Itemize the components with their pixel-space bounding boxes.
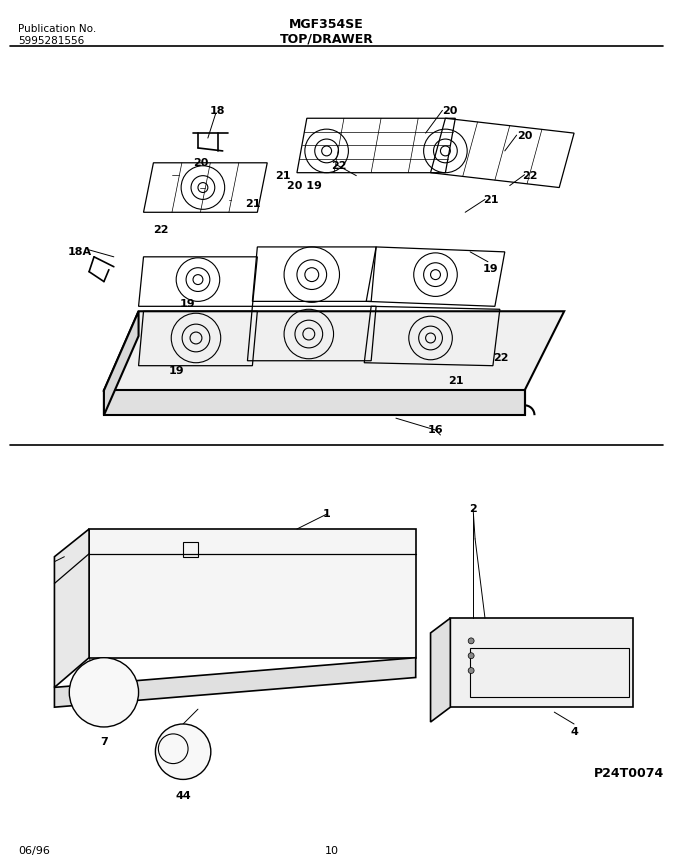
Text: Publication No.: Publication No.: [18, 24, 96, 34]
Circle shape: [468, 638, 474, 644]
Text: 19: 19: [483, 264, 498, 274]
Text: 18A: 18A: [67, 247, 91, 257]
Text: 20: 20: [517, 131, 532, 141]
Text: P24T0074: P24T0074: [594, 766, 664, 779]
Text: 2: 2: [469, 505, 477, 514]
Text: 21: 21: [483, 195, 498, 205]
Polygon shape: [89, 529, 415, 658]
Circle shape: [468, 653, 474, 659]
Circle shape: [468, 668, 474, 674]
Text: 44: 44: [175, 792, 191, 801]
Text: 22: 22: [154, 225, 169, 235]
Polygon shape: [104, 311, 139, 415]
Text: 22: 22: [523, 171, 538, 180]
Text: MGF354SE: MGF354SE: [289, 18, 364, 31]
Text: 19: 19: [168, 366, 184, 375]
Text: 21: 21: [245, 199, 261, 210]
Polygon shape: [104, 390, 524, 415]
Polygon shape: [104, 311, 564, 390]
Polygon shape: [430, 618, 450, 722]
Text: 5995281556: 5995281556: [18, 36, 84, 46]
Text: 21: 21: [275, 171, 290, 180]
Polygon shape: [54, 658, 415, 707]
Text: 7: 7: [100, 737, 108, 746]
Text: 4: 4: [570, 727, 578, 737]
Text: 19: 19: [180, 299, 196, 310]
Text: 20: 20: [443, 107, 458, 116]
Polygon shape: [54, 529, 89, 688]
Text: 20 19: 20 19: [287, 180, 322, 191]
Text: 16: 16: [428, 425, 443, 435]
Text: 1: 1: [323, 509, 330, 519]
Text: TOP/DRAWER: TOP/DRAWER: [279, 32, 373, 45]
Text: 22: 22: [493, 353, 509, 362]
Text: 06/96: 06/96: [18, 845, 50, 856]
Text: 20: 20: [193, 158, 208, 168]
Text: 22: 22: [332, 160, 347, 171]
Text: 10: 10: [324, 845, 339, 856]
Circle shape: [156, 724, 211, 779]
Text: 21: 21: [448, 375, 464, 386]
Circle shape: [69, 658, 139, 727]
Text: 18: 18: [210, 107, 226, 116]
Polygon shape: [450, 618, 634, 707]
